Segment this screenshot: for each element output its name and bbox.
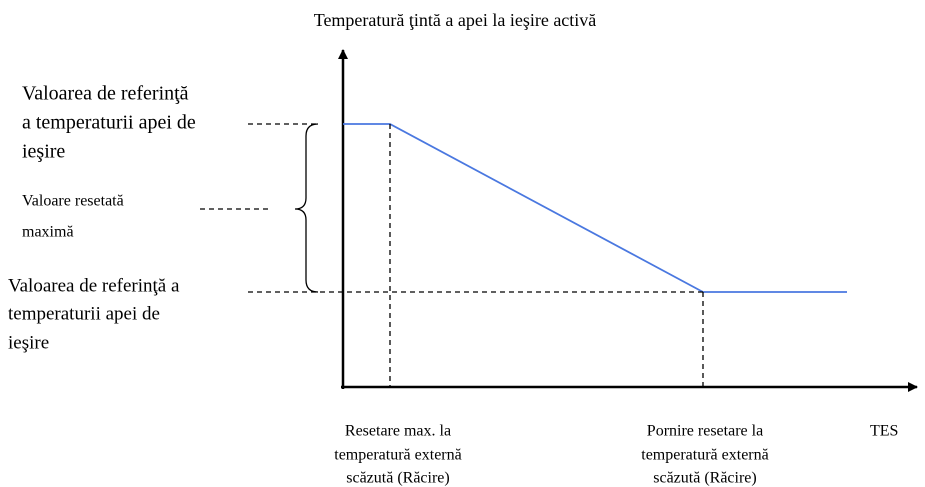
bottom-label: Resetare max. la [345, 423, 451, 440]
left-label: maximă [22, 224, 74, 241]
left-label: Valoarea de referinţă a [8, 275, 180, 296]
bottom-label: temperatură externă [334, 447, 461, 464]
left-label: ieşire [8, 332, 49, 353]
title: Temperatură ţintă a apei la ieşire activ… [314, 10, 597, 30]
bottom-label: scăzută (Răcire) [653, 470, 756, 487]
curve [343, 123, 847, 293]
bottom-label: temperatură externă [641, 447, 768, 464]
bottom-label: scăzută (Răcire) [346, 470, 449, 487]
left-label: temperaturii apei de [8, 303, 160, 324]
brace [294, 123, 319, 293]
left-label: ieşire [22, 141, 65, 163]
x-axis-label: TES [870, 423, 898, 440]
left-label: a temperaturii apei de [22, 112, 196, 134]
left-label: Valoarea de referinţă [22, 83, 189, 105]
left-label: Valoare resetată [22, 193, 124, 210]
bottom-label: Pornire resetare la [647, 423, 763, 440]
